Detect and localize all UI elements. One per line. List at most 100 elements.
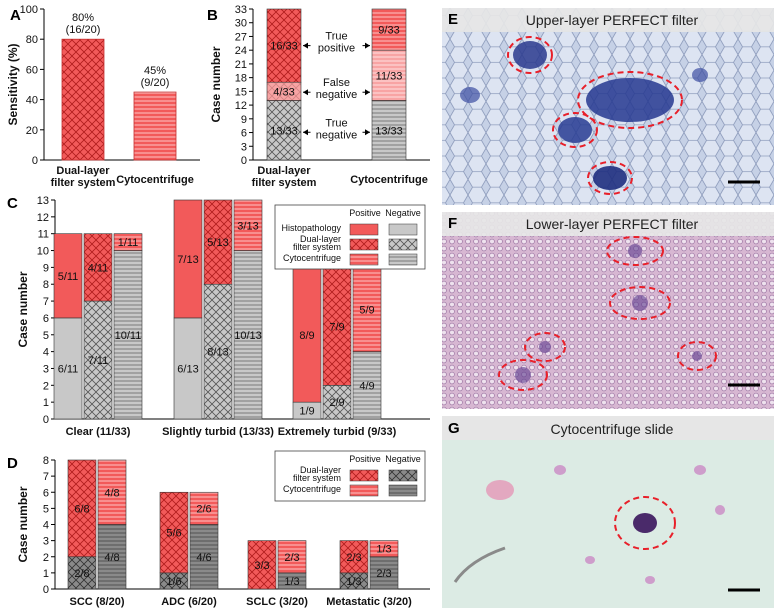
y-tick-label: 33 [235,4,247,16]
y-tick-label: 4 [43,520,49,532]
highlight-circle [552,112,598,148]
data-label: 4/33 [273,86,294,98]
data-label: 2/9 [329,397,344,409]
data-label: 8/13 [207,347,228,359]
panel-d-chart: D 0 1 2 3 4 5 6 7 8 Case number 2/8 6/8 4/8 4/8 SCC (8/… [7,450,430,608]
legend-swatch [388,223,418,236]
y-tick-label: 0 [43,414,49,426]
y-tick-label: 3 [43,536,49,548]
x-tick-label: Cytocentrifuge [350,174,428,186]
arrow-head [365,89,370,96]
y-tick-label: 6 [43,487,49,499]
data-label: 6/8 [74,503,89,515]
annotation-label: False negative [316,77,358,101]
x-tick-label: ADC (6/20) [161,596,217,608]
y-tick-label: 7 [43,296,49,308]
cell [515,367,531,383]
image-title-bar [442,416,774,440]
y-tick-label: 3 [43,363,49,375]
data-label: 1/3 [346,576,361,588]
y-tick-label: 13 [37,195,49,207]
bar-segment-negative [369,556,399,590]
bar-segment-positive [277,540,307,574]
data-label: 4/8 [104,552,119,564]
fiber [453,546,506,583]
bar-segment-positive [339,540,369,574]
y-tick-label: 7 [43,471,49,483]
bar-segment-negative [67,556,97,590]
cell [692,68,708,82]
panel-letter: E [448,11,458,28]
y-tick-label: 60 [26,64,38,76]
y-tick-label: 24 [235,45,247,57]
bar-segment-negative [53,317,83,420]
panel-letter: B [207,7,218,24]
cell [645,576,655,584]
cell-cluster [513,41,547,69]
arrow-head [303,89,308,96]
y-tick-label: 0 [32,155,38,167]
highlight-circle [614,496,676,550]
legend-swatch [388,253,418,266]
arrow-head [303,42,308,49]
y-tick-label: 3 [241,141,247,153]
image-title-bar [442,212,774,236]
legend-label: Dual-layer filter system [293,234,341,252]
highlight-circle [677,341,717,371]
legend-swatch [349,469,379,482]
cell-cluster [593,166,627,190]
highlight-circle [524,332,566,362]
bar-segment-positive [189,491,219,525]
image-title: Cytocentrifuge slide [551,421,674,437]
bar-segment-negative [97,524,127,590]
data-label: 1/3 [376,544,391,556]
image-title: Upper-layer PERFECT filter [526,12,699,28]
cell [460,87,480,103]
y-tick-label: 21 [235,59,247,71]
bar-segment-positive [97,459,127,525]
bar [133,91,177,161]
cell [694,465,706,475]
bar-segment-positive [233,199,263,251]
data-label: 2/6 [196,503,211,515]
data-label: 4/8 [104,487,119,499]
data-label: 8/9 [299,330,314,342]
data-label: 16/33 [270,41,298,53]
bar-segment [371,49,407,101]
bar-segment-positive [159,491,189,574]
y-axis-title: Case number [209,46,223,122]
panel-letter: G [448,420,460,437]
data-label: 4/6 [196,552,211,564]
y-tick-label: 10 [37,246,49,258]
highlight-circle [606,236,664,266]
cell [554,465,566,475]
data-label: 2/8 [74,568,89,580]
y-tick-label: 11 [38,229,49,241]
bar-segment-positive [113,233,143,251]
legend-swatch [388,484,418,497]
arrow-head [303,129,308,136]
data-label: 1/3 [284,576,299,588]
legend-label: Dual-layer filter system [293,465,341,483]
data-label: 7/9 [329,321,344,333]
legend-header: Positive [349,454,381,464]
bar-segment-positive [322,267,352,386]
x-tick-label: Slightly turbid (13/33) [162,426,274,438]
arrow-head [365,129,370,136]
legend-header: Negative [385,208,421,218]
bar-segment-negative [322,385,352,420]
y-tick-label: 1 [43,568,49,580]
y-tick-label: 15 [235,86,247,98]
legend-header: Negative [385,454,421,464]
cell [632,295,648,311]
y-tick-label: 6 [43,313,49,325]
legend-swatch [349,253,379,266]
data-label: 5/9 [359,305,374,317]
x-tick-label: Extremely turbid (9/33) [278,426,397,438]
highlight-circle [587,161,633,195]
y-tick-label: 2 [43,552,49,564]
legend-swatch [349,238,379,251]
